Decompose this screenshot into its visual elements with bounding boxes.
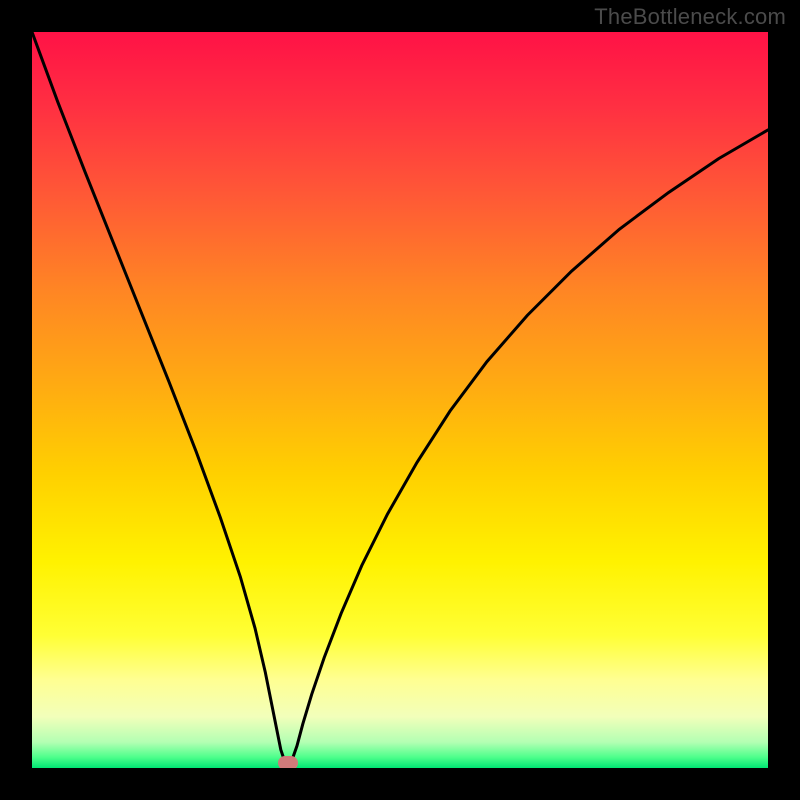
bottleneck-curve bbox=[32, 32, 768, 768]
watermark-text: TheBottleneck.com bbox=[594, 4, 786, 30]
curve-left-branch bbox=[32, 32, 284, 761]
curve-right-branch bbox=[292, 130, 768, 761]
minimum-marker bbox=[278, 756, 298, 768]
plot-area bbox=[32, 32, 768, 768]
chart-container: TheBottleneck.com bbox=[0, 0, 800, 800]
